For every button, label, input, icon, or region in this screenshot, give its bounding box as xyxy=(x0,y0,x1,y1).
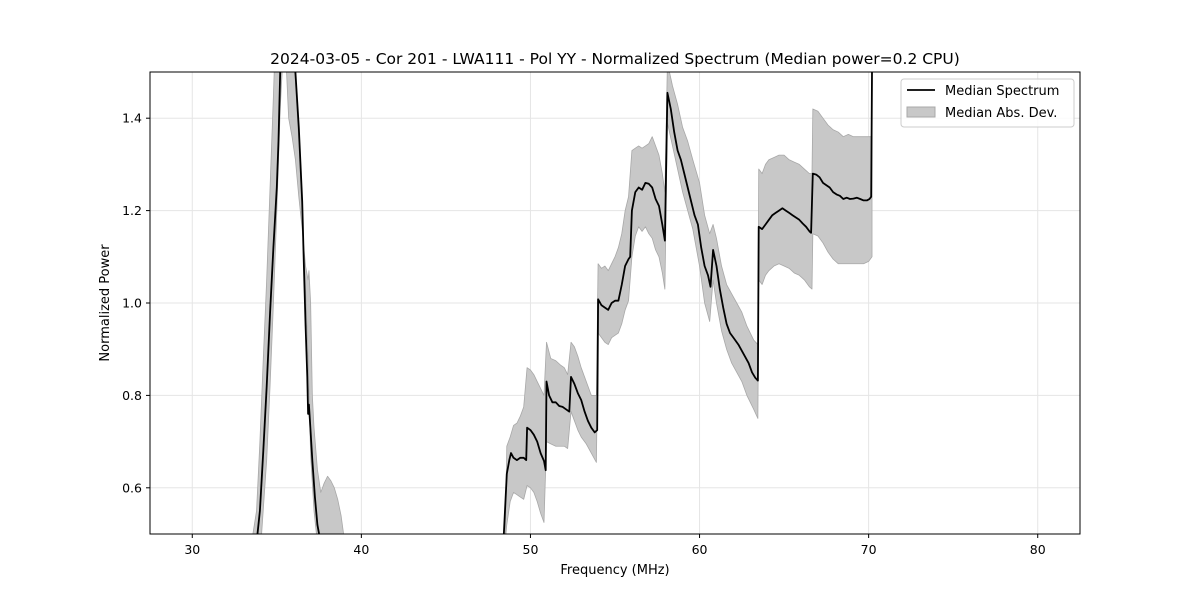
legend-label-median-abs-dev: Median Abs. Dev. xyxy=(945,106,1057,121)
legend-band-swatch xyxy=(906,106,936,118)
x-tick-label: 70 xyxy=(861,542,877,557)
y-axis-label: Normalized Power xyxy=(98,244,113,362)
median-spectrum-line xyxy=(256,72,321,534)
median-spectrum-line xyxy=(502,72,873,534)
median-line-group xyxy=(256,72,873,534)
x-axis: 30 40 50 60 70 80 xyxy=(184,534,1046,557)
x-tick-label: 30 xyxy=(184,542,200,557)
x-axis-label: Frequency (MHz) xyxy=(560,563,669,578)
chart-title: 2024-03-05 - Cor 201 - LWA111 - Pol YY -… xyxy=(270,50,960,68)
x-tick-label: 60 xyxy=(692,542,708,557)
y-tick-label: 0.8 xyxy=(122,388,142,403)
x-tick-label: 80 xyxy=(1030,542,1046,557)
y-tick-label: 1.4 xyxy=(122,111,142,126)
legend-label-median-spectrum: Median Spectrum xyxy=(945,84,1059,99)
legend: Median Spectrum Median Abs. Dev. xyxy=(900,78,1075,128)
y-axis: 0.6 0.8 1.0 1.2 1.4 xyxy=(122,111,150,495)
mad-band-segment xyxy=(252,72,345,534)
y-tick-label: 1.2 xyxy=(122,203,142,218)
y-tick-label: 1.0 xyxy=(122,296,142,311)
y-tick-label: 0.6 xyxy=(122,480,142,495)
x-tick-label: 40 xyxy=(353,542,369,557)
x-tick-label: 50 xyxy=(523,542,539,557)
legend-box xyxy=(900,78,1075,128)
